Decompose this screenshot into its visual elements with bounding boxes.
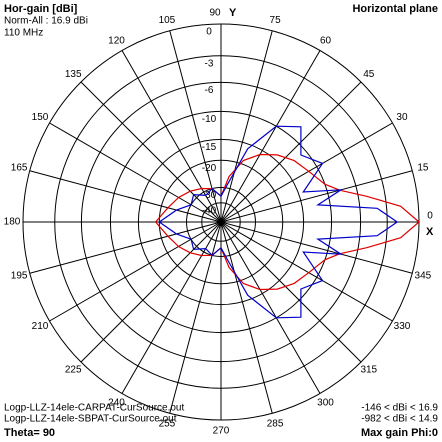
footer-left: Theta= 90 [4,427,55,439]
theta-tick-label: 180 [4,217,21,228]
grid-spoke [220,170,413,223]
theta-tick-label: 135 [65,69,82,80]
theta-tick-label: 60 [320,36,332,47]
theta-tick-label: 255 [159,419,176,430]
theta-tick-label: 315 [360,364,377,375]
r-tick-label: -3 [205,58,214,69]
grid-spoke [29,170,222,223]
theta-tick-label: 210 [32,321,49,332]
theta-tick-label: 300 [317,398,334,409]
pattern-line [154,153,420,291]
legend-range: -146 < dBi < 16.9 [361,403,438,414]
grid-spoke [29,221,222,274]
theta-tick-label: 90 [209,8,221,19]
theta-tick-label: 165 [11,163,28,174]
grid-spoke [49,221,222,322]
r-tick-label: -20 [202,163,217,174]
pattern-line [158,125,399,319]
theta-tick-label: 270 [213,426,230,437]
r-tick-label: -15 [202,142,217,153]
theta-tick-label: 105 [159,15,176,26]
frequency: 110 MHz [4,28,43,39]
theta-tick-label: 45 [363,69,375,80]
grid-spoke [220,221,362,363]
plane: Horizontal plane [352,3,438,15]
grid-spoke [80,221,222,363]
footer-right: Max gain Phi:0 [361,427,438,439]
grid-spoke [220,221,413,274]
theta-tick-label: 240 [108,398,125,409]
legend-entry: Logp-LLZ-14ele-SBPAT-CurSource.out [4,414,177,425]
grid-spoke [220,221,273,414]
chart-subtitle: Norm-All : 16.9 dBi [4,16,88,27]
r-tick-label: 0 [206,27,212,38]
grid-spoke [121,221,222,394]
grid-spoke [220,81,362,223]
theta-tick-label: 15 [417,163,429,174]
theta-tick-label: 330 [394,321,411,332]
grid-spoke [121,50,222,223]
x-axis-label: X [426,226,434,238]
grid-spoke [80,81,222,223]
grid-spoke [220,221,393,322]
theta-tick-label: 195 [11,271,28,282]
r-tick-label: -10 [202,114,217,125]
theta-tick-label: 150 [32,112,49,123]
grid-spoke [220,122,393,223]
theta-tick-label: 285 [267,419,284,430]
grid-spoke [169,221,222,414]
theta-tick-label: 120 [108,36,125,47]
y-axis-label: Y [229,7,237,19]
grid-spoke [220,50,321,223]
theta-tick-label: 225 [65,364,82,375]
grid-spoke [220,30,273,223]
theta-tick-label: 0 [427,211,433,222]
grid-spoke [49,122,222,223]
r-tick-label: -6 [205,85,214,96]
theta-tick-label: 345 [415,271,432,282]
grid-spoke [169,30,222,223]
legend-entry: Logp-LLZ-14ele-CARPAT-CurSource.out [4,403,184,414]
grid-spoke [220,221,321,394]
legend-range: -982 < dBi < 14.9 [361,414,438,425]
theta-tick-label: 75 [270,15,282,26]
r-tick-label: -30 [202,190,217,201]
chart-title: Hor-gain [dBi] [4,3,78,15]
theta-tick-label: 30 [396,112,408,123]
